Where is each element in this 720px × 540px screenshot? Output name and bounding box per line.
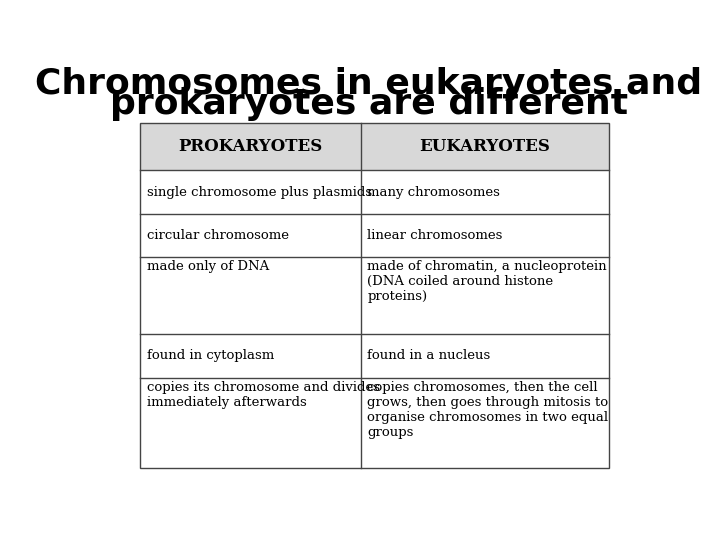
Text: PROKARYOTES: PROKARYOTES (179, 138, 323, 155)
Text: found in a nucleus: found in a nucleus (367, 349, 490, 362)
Text: Chromosomes in eukaryotes and: Chromosomes in eukaryotes and (35, 66, 703, 100)
Bar (140, 123, 609, 171)
Text: many chromosomes: many chromosomes (367, 186, 500, 199)
Text: EUKARYOTES: EUKARYOTES (419, 138, 550, 155)
Bar (140, 123, 609, 468)
Text: prokaryotes are different: prokaryotes are different (110, 87, 628, 122)
Text: found in cytoplasm: found in cytoplasm (147, 349, 274, 362)
Text: copies its chromosome and divides
immediately afterwards: copies its chromosome and divides immedi… (147, 381, 380, 409)
Text: copies chromosomes, then the cell
grows, then goes through mitosis to
organise c: copies chromosomes, then the cell grows,… (367, 381, 608, 439)
Text: single chromosome plus plasmids: single chromosome plus plasmids (147, 186, 372, 199)
Text: linear chromosomes: linear chromosomes (367, 228, 503, 242)
Text: made of chromatin, a nucleoprotein
(DNA coiled around histone
proteins): made of chromatin, a nucleoprotein (DNA … (367, 260, 607, 303)
Text: circular chromosome: circular chromosome (147, 228, 289, 242)
Text: made only of DNA: made only of DNA (147, 260, 269, 273)
